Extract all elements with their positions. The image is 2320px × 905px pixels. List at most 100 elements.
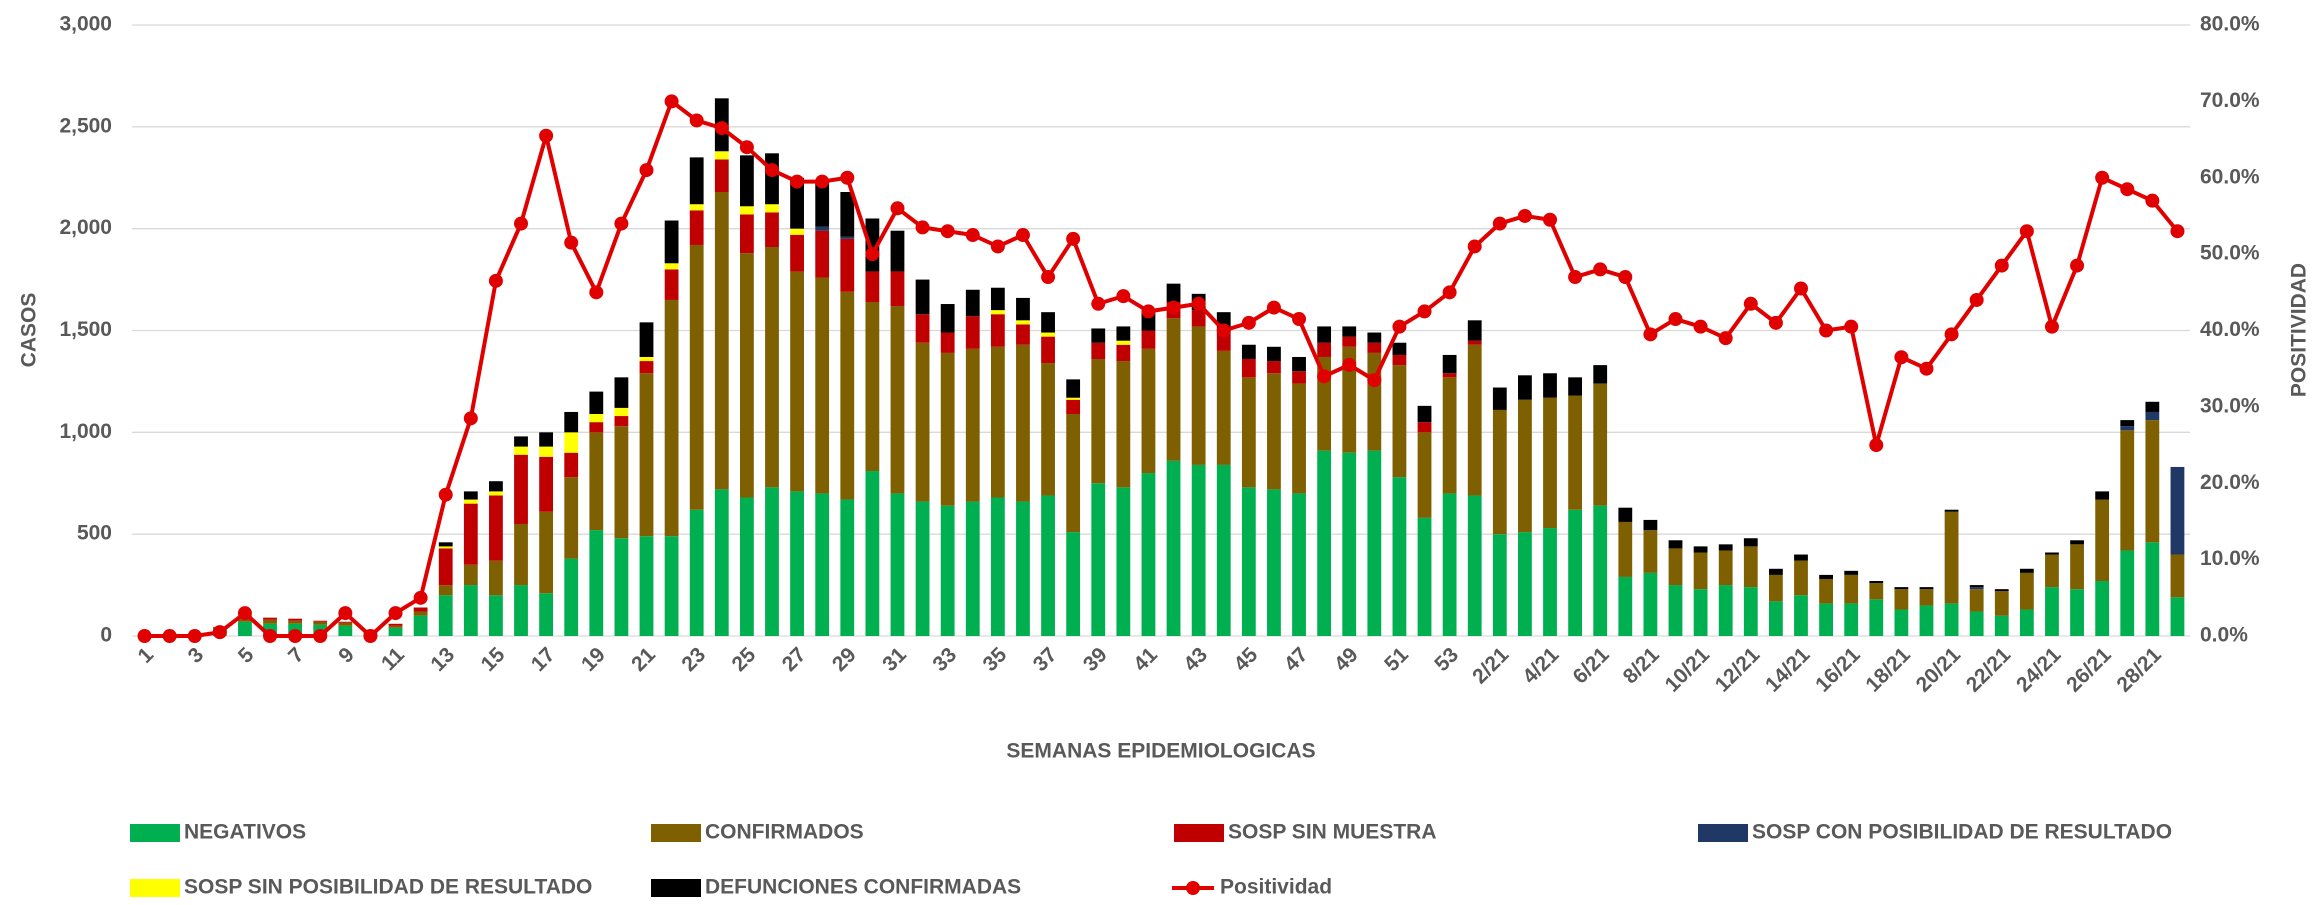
bar-segment xyxy=(689,244,704,510)
line-marker xyxy=(2145,193,2160,208)
line-marker xyxy=(1844,319,1859,334)
bar-segment xyxy=(840,499,855,636)
bar-segment xyxy=(2120,550,2135,636)
bar-segment xyxy=(238,621,252,636)
bar-segment xyxy=(288,620,303,624)
bar-segment xyxy=(790,234,804,272)
bar-segment xyxy=(790,491,804,636)
bar-segment xyxy=(564,477,579,559)
bar-segment xyxy=(765,487,779,636)
x-tick-label: 37 xyxy=(1029,643,1062,676)
line-marker xyxy=(1593,262,1608,277)
bar-segment xyxy=(614,538,629,636)
bar-segment xyxy=(1743,546,1758,588)
bar-segment xyxy=(714,151,729,160)
bar-segment xyxy=(1492,534,1507,636)
legend-marker xyxy=(1186,881,1200,895)
bar-segment xyxy=(589,432,604,531)
bar-segment xyxy=(1241,359,1256,378)
line-marker xyxy=(1517,208,1532,223)
bar-segment xyxy=(1568,395,1583,510)
bar-segment xyxy=(664,263,679,270)
bar-segment xyxy=(2145,420,2160,543)
bar-segment xyxy=(1919,605,1934,636)
x-tick-label: 33 xyxy=(928,643,961,676)
bar-segment xyxy=(940,505,955,636)
bar-segment xyxy=(1241,487,1256,636)
bar-segment xyxy=(1041,495,1055,636)
bar-segment xyxy=(1091,342,1106,360)
x-tick-label: 26/21 xyxy=(2062,643,2116,697)
line-marker xyxy=(940,224,955,239)
bar-segment xyxy=(1743,587,1758,636)
bar-segment xyxy=(1317,342,1332,357)
bar-segment xyxy=(413,615,428,636)
bar-segment xyxy=(2170,597,2185,636)
x-tick-label: 6/21 xyxy=(1568,643,1613,688)
bar-segment xyxy=(865,471,880,636)
bar-segment xyxy=(1994,589,2009,592)
bar-segment xyxy=(1041,312,1055,333)
line-marker xyxy=(1768,315,1783,330)
legend-label: DEFUNCIONES CONFIRMADAS xyxy=(705,876,1021,899)
bar-segment xyxy=(965,289,980,317)
line-marker xyxy=(2095,170,2110,185)
bar-segment xyxy=(1768,568,1783,575)
bar-segment xyxy=(639,322,654,357)
line-marker xyxy=(1317,369,1332,384)
bar-segment xyxy=(1342,346,1357,453)
line-marker xyxy=(1066,231,1081,246)
x-tick-label: 45 xyxy=(1230,643,1263,676)
bar-segment xyxy=(1066,532,1081,636)
bar-segment xyxy=(514,446,528,455)
bar-segment xyxy=(263,617,277,620)
bar-segment xyxy=(1543,528,1557,636)
bar-segment xyxy=(1819,578,1833,604)
y2-tick-label: 20.0% xyxy=(2200,471,2260,494)
bar-segment xyxy=(1894,589,1909,610)
bar-segment xyxy=(539,432,554,447)
bar-segment xyxy=(1643,530,1658,573)
bar-segment xyxy=(1016,297,1030,321)
bar-segment xyxy=(1844,603,1859,636)
bar-segment xyxy=(1066,414,1081,533)
bar-segment xyxy=(1718,550,1733,586)
bar-segment xyxy=(1768,574,1783,602)
line-marker xyxy=(1417,304,1432,319)
line-marker xyxy=(1091,296,1106,311)
x-tick-label: 23 xyxy=(677,643,710,676)
bar-segment xyxy=(840,236,855,239)
legend-label: CONFIRMADOS xyxy=(705,821,864,844)
bar-segment xyxy=(388,627,403,636)
line-marker xyxy=(2044,319,2059,334)
bar-segment xyxy=(815,277,830,494)
bar-segment xyxy=(815,181,830,227)
bar-segment xyxy=(1794,560,1808,596)
line-marker xyxy=(1392,319,1407,334)
bar-segment xyxy=(1342,336,1357,347)
line-marker xyxy=(764,163,779,178)
x-tick-label: 41 xyxy=(1129,643,1162,676)
bar-segment xyxy=(790,271,804,492)
bar-segment xyxy=(438,542,453,547)
bar-segment xyxy=(288,618,303,621)
bar-segment xyxy=(2170,466,2185,555)
bar-segment xyxy=(1442,373,1457,378)
bar-segment xyxy=(739,155,754,207)
bar-segment xyxy=(1994,615,2009,636)
line-marker xyxy=(1492,216,1507,231)
bar-segment xyxy=(865,271,880,302)
bar-segment xyxy=(1191,464,1206,636)
x-tick-label: 14/21 xyxy=(1761,643,1815,697)
bar-segment xyxy=(1141,473,1156,636)
x-tick-label: 17 xyxy=(527,643,560,676)
bar-segment xyxy=(1442,354,1457,374)
line-marker xyxy=(865,247,880,262)
bar-segment xyxy=(1417,432,1432,518)
y-tick-label: 3,000 xyxy=(59,13,112,36)
bar-segment xyxy=(1543,397,1557,529)
line-marker xyxy=(263,629,278,643)
bar-segment xyxy=(1292,356,1306,372)
line-marker xyxy=(1643,327,1658,342)
y2-tick-label: 40.0% xyxy=(2200,318,2260,341)
